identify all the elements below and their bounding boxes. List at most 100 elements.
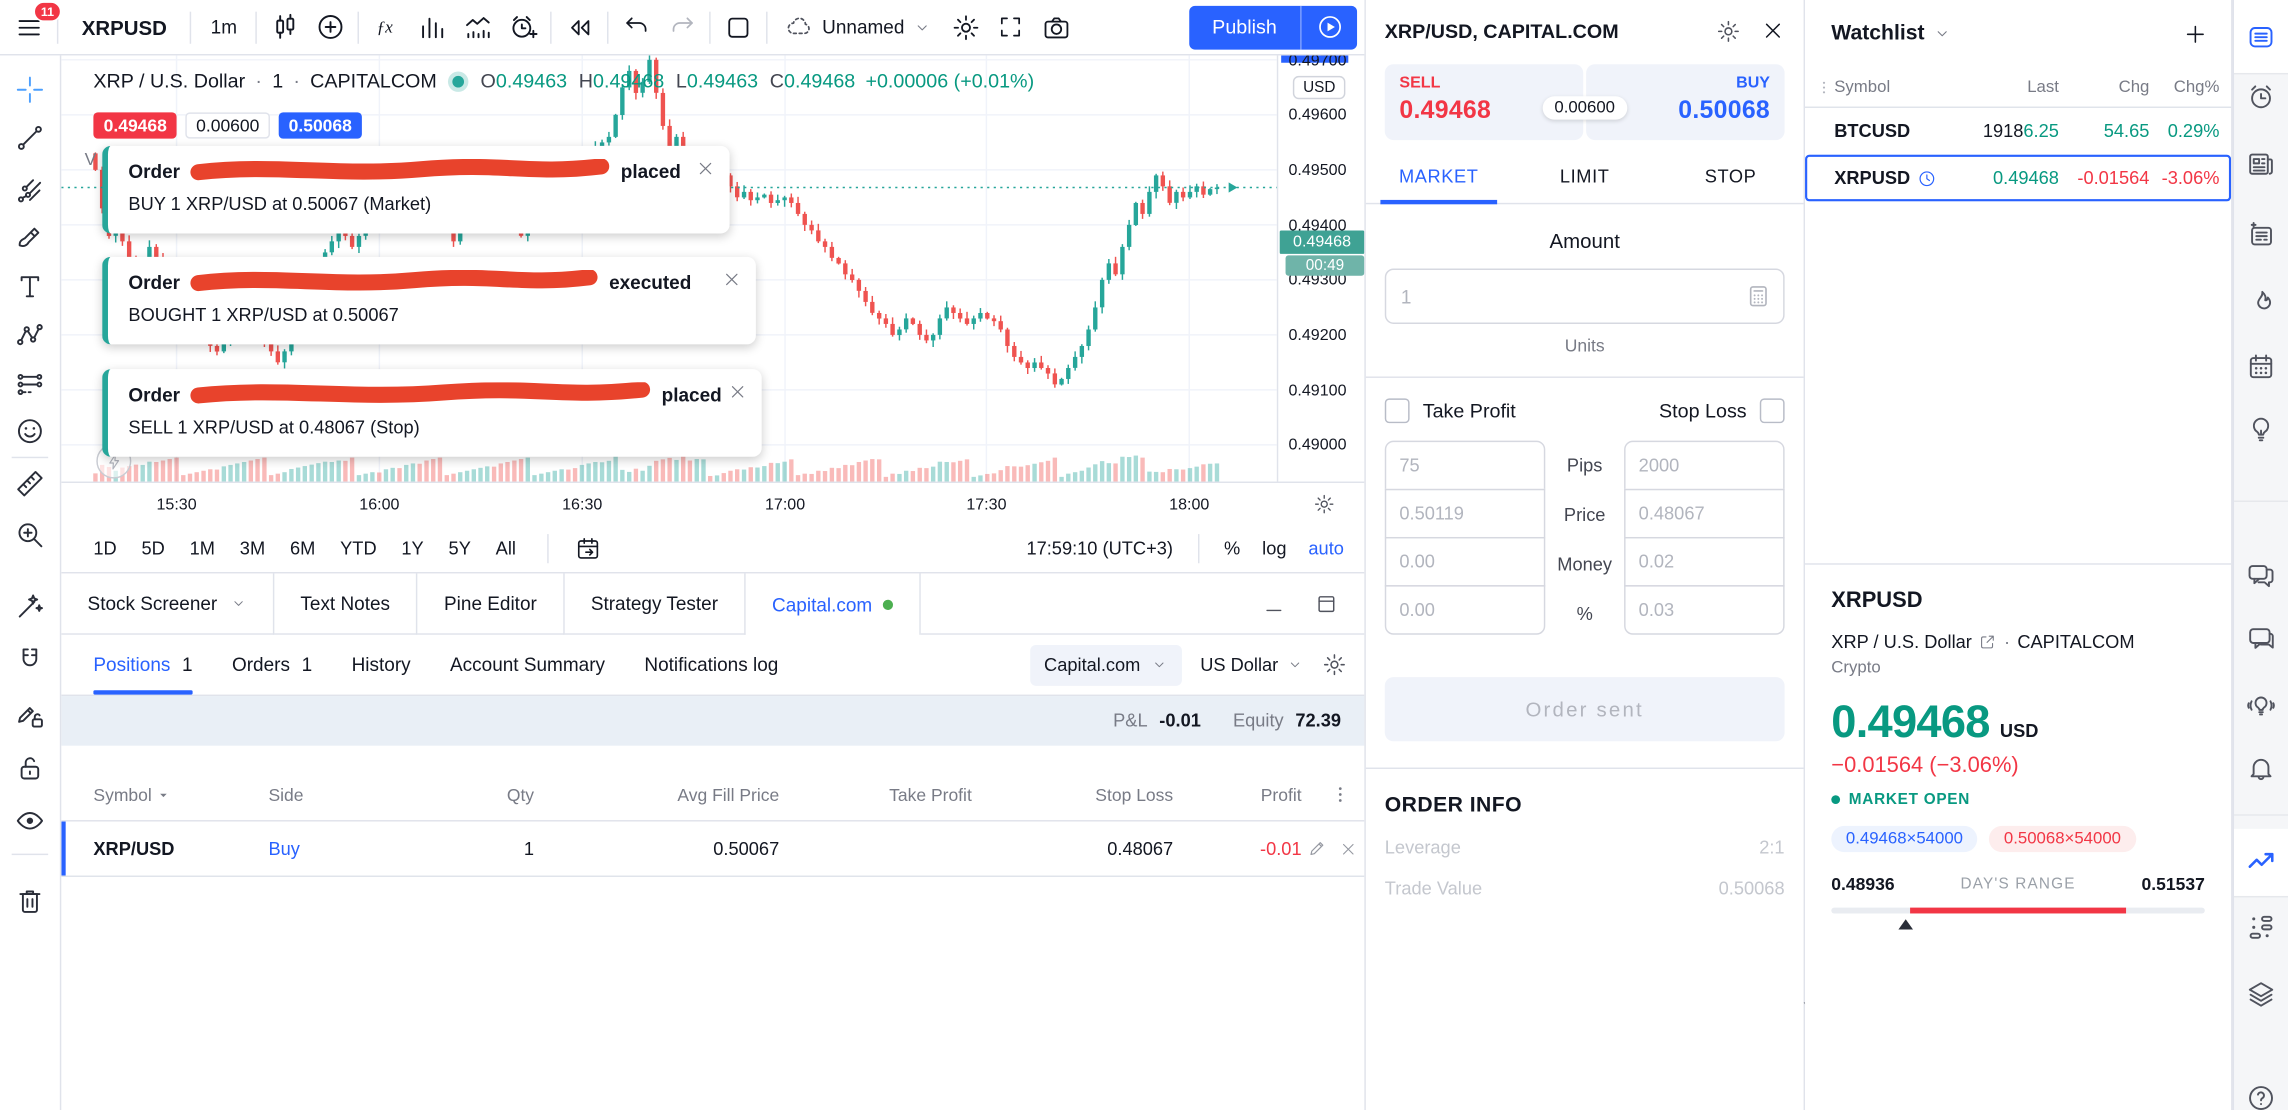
subtab-account-summary[interactable]: Account Summary bbox=[450, 653, 605, 676]
news-icon[interactable] bbox=[2241, 143, 2282, 184]
trend-line-icon[interactable] bbox=[8, 115, 52, 159]
streams-icon[interactable] bbox=[2241, 684, 2282, 725]
col-stop-loss[interactable]: Stop Loss bbox=[1095, 784, 1174, 805]
chart-settings-button[interactable] bbox=[944, 5, 988, 49]
clock-utc[interactable]: 17:59:10 (UTC+3) bbox=[1026, 538, 1173, 559]
wl-col-chg-[interactable]: Chg% bbox=[2173, 78, 2220, 96]
close-icon[interactable] bbox=[696, 159, 715, 185]
range-1d[interactable]: 1D bbox=[93, 538, 117, 559]
tab-text-notes[interactable]: Text Notes bbox=[274, 573, 418, 635]
percent-scale-toggle[interactable]: % bbox=[1224, 538, 1241, 559]
order-settings-gear-icon[interactable] bbox=[1716, 18, 1741, 43]
layouts-icon[interactable] bbox=[2241, 973, 2282, 1014]
private-chat-icon[interactable] bbox=[2241, 617, 2282, 658]
indicator-templates-button[interactable] bbox=[411, 5, 455, 49]
bar-replay-button[interactable] bbox=[558, 5, 602, 49]
amount-input[interactable]: 1 bbox=[1384, 268, 1785, 324]
calculator-icon[interactable] bbox=[1745, 283, 1771, 309]
edit-position-icon[interactable] bbox=[1307, 839, 1326, 858]
range-1y[interactable]: 1Y bbox=[401, 538, 424, 559]
take-profit-price-input[interactable]: 0.50119 bbox=[1384, 488, 1546, 539]
log-scale-toggle[interactable]: log bbox=[1262, 538, 1287, 559]
range-5d[interactable]: 5D bbox=[141, 538, 165, 559]
range-3m[interactable]: 3M bbox=[239, 538, 266, 559]
brush-icon[interactable] bbox=[8, 215, 52, 259]
axis-settings-gear-icon[interactable] bbox=[1313, 493, 1335, 515]
object-tree-icon[interactable] bbox=[2241, 906, 2282, 947]
tab-stock-screener[interactable]: Stock Screener bbox=[61, 573, 275, 635]
layout-name-button[interactable]: Unnamed bbox=[774, 13, 942, 41]
external-link-icon[interactable] bbox=[1979, 633, 1997, 651]
close-icon[interactable] bbox=[1761, 19, 1784, 42]
ask-size-pill[interactable]: 0.50068×54000 bbox=[1989, 825, 2136, 853]
chart-style-button[interactable] bbox=[263, 5, 307, 49]
notifications-icon[interactable] bbox=[2241, 747, 2282, 788]
trading-panel-icon[interactable] bbox=[2241, 842, 2282, 883]
col-avg-fill-price[interactable]: Avg Fill Price bbox=[677, 784, 780, 805]
col-symbol[interactable]: Symbol bbox=[93, 784, 268, 805]
hide-drawings-icon[interactable] bbox=[8, 798, 52, 842]
watchlist-row-xrpusd[interactable]: XRPUSD 0.49468 -0.01564 -3.06% bbox=[1805, 155, 2231, 202]
col-side[interactable]: Side bbox=[268, 784, 304, 805]
range-5y[interactable]: 5Y bbox=[448, 538, 471, 559]
order-type-stop[interactable]: STOP bbox=[1704, 165, 1757, 187]
help-icon[interactable] bbox=[2241, 1077, 2282, 1110]
zoom-in-icon[interactable] bbox=[8, 512, 52, 556]
ideas-icon[interactable] bbox=[2241, 407, 2282, 448]
watchlist-icon[interactable] bbox=[2241, 16, 2282, 57]
take-profit-pips-input[interactable]: 75 bbox=[1384, 440, 1546, 491]
panel-settings-gear-icon[interactable] bbox=[1322, 652, 1347, 677]
stop-loss-money-input[interactable]: 0.02 bbox=[1624, 536, 1785, 587]
pitchfork-icon[interactable] bbox=[8, 168, 52, 212]
add-symbol-button[interactable] bbox=[2183, 21, 2208, 46]
subtab-notifications-log[interactable]: Notifications log bbox=[644, 653, 779, 676]
emoji-icon[interactable] bbox=[8, 409, 52, 453]
undo-button[interactable] bbox=[615, 5, 659, 49]
main-menu-button[interactable]: 11 bbox=[7, 0, 62, 49]
close-icon[interactable] bbox=[722, 270, 741, 296]
bid-size-pill[interactable]: 0.49468×54000 bbox=[1831, 825, 1978, 853]
compare-button[interactable] bbox=[309, 5, 353, 49]
fundamental-metrics-button[interactable] bbox=[456, 5, 500, 49]
create-alert-button[interactable] bbox=[501, 5, 545, 49]
time-axis[interactable]: 15:30 16:00 16:30 17:00 17:30 18:00 bbox=[61, 481, 1365, 526]
take-profit-money-input[interactable]: 0.00 bbox=[1384, 536, 1546, 587]
ask-badge[interactable]: 0.50068 bbox=[278, 112, 363, 139]
col-qty[interactable]: Qty bbox=[506, 784, 535, 805]
watchlist-title-button[interactable]: Watchlist bbox=[1831, 22, 1951, 45]
redo-button[interactable] bbox=[660, 5, 704, 49]
stop-loss-%-input[interactable]: 0.03 bbox=[1624, 585, 1785, 635]
stop-loss-price-input[interactable]: 0.48067 bbox=[1624, 488, 1785, 539]
watchlist-row-btcusd[interactable]: BTCUSD 19186.25 54.65 0.29% bbox=[1834, 121, 2220, 142]
publish-button[interactable]: Publish bbox=[1212, 16, 1277, 38]
subtab-positions[interactable]: Positions 1 bbox=[93, 653, 193, 695]
text-icon[interactable] bbox=[8, 264, 52, 308]
layout-select-button[interactable] bbox=[717, 5, 761, 49]
chats-icon[interactable] bbox=[2241, 554, 2282, 595]
fullscreen-button[interactable] bbox=[989, 5, 1033, 49]
close-position-icon[interactable] bbox=[1340, 839, 1358, 858]
table-menu-kebab-icon[interactable] bbox=[1302, 784, 1360, 806]
tab-pine-editor[interactable]: Pine Editor bbox=[417, 573, 565, 635]
position-row[interactable]: XRP/USD Buy 1 0.50067 0.48067 -0.01 bbox=[61, 821, 1365, 877]
calendar-icon[interactable] bbox=[2241, 346, 2282, 387]
wl-col-symbol[interactable]: Symbol bbox=[1834, 78, 1891, 96]
hotlists-icon[interactable] bbox=[2241, 282, 2282, 323]
drawing-lock-icon[interactable] bbox=[8, 693, 52, 737]
take-profit-checkbox[interactable] bbox=[1384, 398, 1410, 424]
symbol-search-button[interactable]: XRPUSD bbox=[81, 15, 167, 39]
pattern-icon[interactable] bbox=[8, 314, 52, 358]
maximize-panel-icon[interactable] bbox=[1315, 592, 1338, 615]
snapshot-button[interactable] bbox=[1034, 5, 1078, 49]
currency-selector[interactable]: US Dollar bbox=[1200, 654, 1303, 675]
lock-all-icon[interactable] bbox=[8, 746, 52, 790]
subtab-history[interactable]: History bbox=[351, 653, 411, 676]
wl-col-chg[interactable]: Chg bbox=[2118, 78, 2150, 96]
interval-button[interactable]: 1m bbox=[210, 16, 238, 38]
go-to-date-button[interactable] bbox=[566, 527, 610, 571]
magic-icon[interactable] bbox=[8, 584, 52, 628]
order-type-limit[interactable]: LIMIT bbox=[1559, 165, 1610, 187]
forecast-icon[interactable] bbox=[8, 362, 52, 406]
range-ytd[interactable]: YTD bbox=[340, 538, 377, 559]
col-take-profit[interactable]: Take Profit bbox=[889, 784, 972, 805]
